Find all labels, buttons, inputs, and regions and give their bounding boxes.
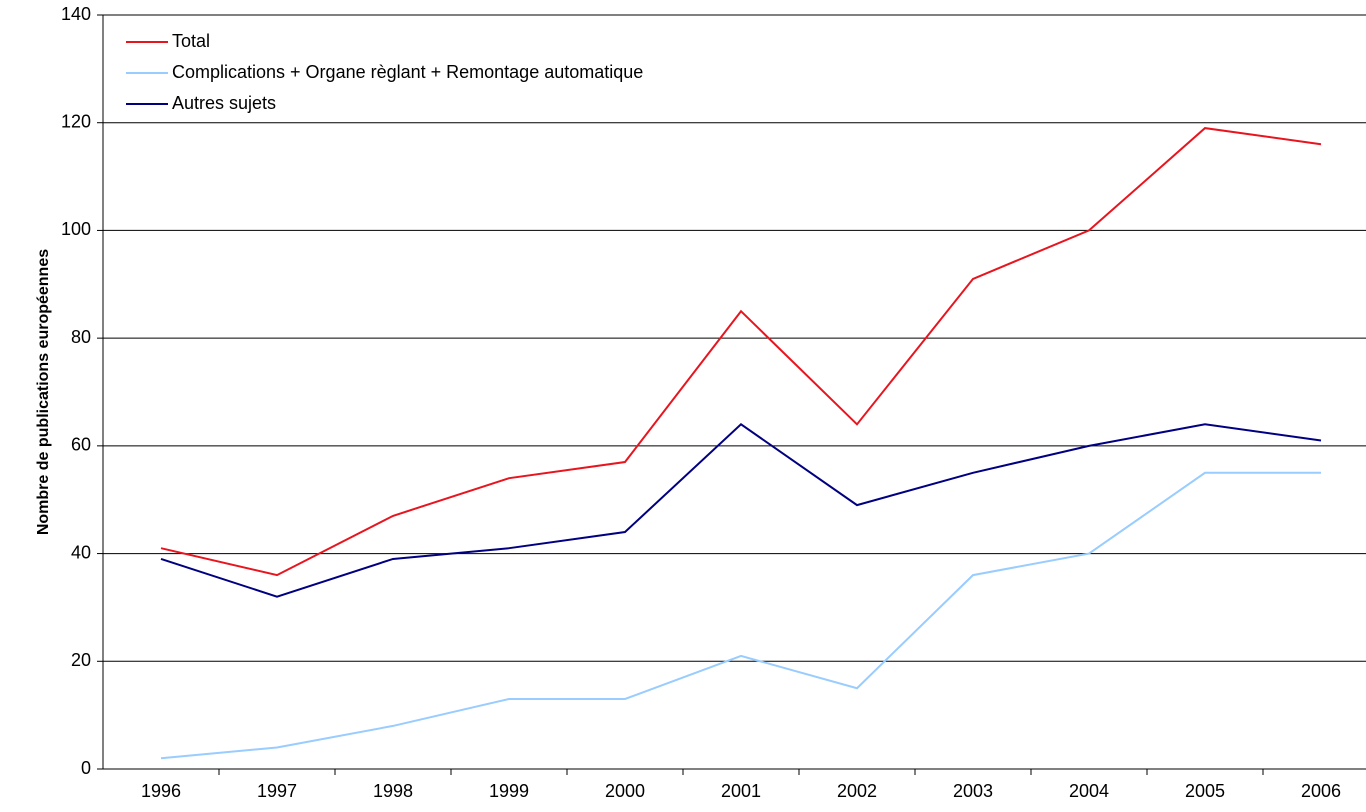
y-tick-label: 40: [71, 542, 91, 562]
y-axis-title: Nombre de publications européennes: [35, 249, 52, 535]
y-tick-label: 60: [71, 435, 91, 455]
y-tick-label: 80: [71, 327, 91, 347]
x-tick-label: 2004: [1069, 781, 1109, 801]
legend-label: Autres sujets: [172, 93, 276, 113]
legend-bg: [124, 59, 854, 87]
x-tick-label: 2005: [1185, 781, 1225, 801]
y-tick-label: 0: [81, 758, 91, 778]
x-tick-label: 1998: [373, 781, 413, 801]
x-tick-label: 1999: [489, 781, 529, 801]
y-tick-label: 120: [61, 111, 91, 131]
x-tick-label: 2006: [1301, 781, 1341, 801]
legend-bg: [124, 90, 854, 118]
x-tick-label: 2001: [721, 781, 761, 801]
x-tick-label: 2003: [953, 781, 993, 801]
series-line: [160, 471, 1321, 760]
y-tick-label: 100: [61, 219, 91, 239]
x-tick-label: 1997: [257, 781, 297, 801]
x-tick-label: 2002: [837, 781, 877, 801]
x-tick-label: 1996: [141, 781, 181, 801]
y-tick-label: 20: [71, 650, 91, 670]
legend-label: Complications + Organe règlant + Remonta…: [172, 62, 643, 82]
x-tick-label: 2000: [605, 781, 645, 801]
series-line: [160, 423, 1322, 598]
series-line: [160, 127, 1322, 577]
y-tick-label: 140: [61, 4, 91, 24]
legend-label: Total: [172, 31, 210, 51]
legend-bg: [124, 28, 854, 56]
